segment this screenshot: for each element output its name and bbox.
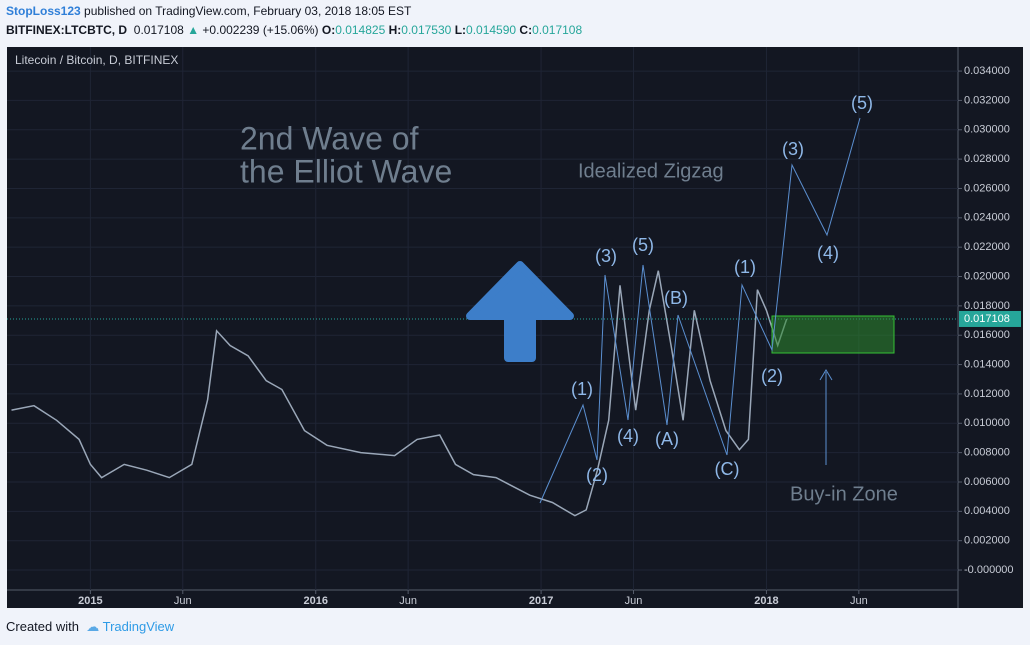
buy-zone [771,315,895,354]
y-tick-label: 0.018000 [964,300,1010,312]
x-tick-label: 2015 [78,595,102,607]
y-tick-label: 0.028000 [964,153,1010,165]
publish-line: StopLoss123 published on TradingView.com… [6,4,411,18]
wave-label: (1) [734,257,756,277]
open: 0.014825 [335,23,386,37]
y-tick-label: 0.034000 [964,65,1010,77]
symbol: BITFINEX:LTCBTC, D [6,23,128,37]
wave-path [539,117,861,504]
y-tick-label: 0.030000 [964,124,1010,136]
high: 0.017530 [401,23,452,37]
wave-label: (3) [595,246,617,266]
wave-label: (5) [851,93,873,113]
tv-logo: ☁ [86,619,100,634]
wave-label: (1) [571,379,593,399]
low-label: L: [454,23,467,37]
zone-arrow-head [819,369,833,381]
created: Created with [6,619,79,634]
zigzag-label: Idealized Zigzag [578,160,724,182]
y-tick-label: 0.014000 [964,358,1010,370]
wave-label: (B) [664,288,688,308]
up-arrow-icon [466,261,574,362]
x-tick-label: 2017 [529,595,553,607]
brand-link[interactable]: TradingView [102,619,175,634]
author-link[interactable]: StopLoss123 [6,4,81,18]
low: 0.014590 [466,23,517,37]
wave-label: (2) [761,366,783,386]
x-tick-label: Jun [174,595,192,607]
last: 0.017108 [133,23,184,37]
wave-label: (3) [782,139,804,159]
wave-label: (C) [715,459,740,479]
y-tick-label: 0.020000 [964,270,1010,282]
y-tick-label: 0.004000 [964,505,1010,517]
up-arrow: ▲ [187,23,200,37]
published: published on TradingView.com, February 0… [84,4,412,18]
wave-label: (4) [617,426,639,446]
x-tick-label: Jun [850,595,868,607]
wave-label: (A) [655,429,679,449]
header: StopLoss123 published on TradingView.com… [0,0,1030,42]
price-line [11,270,788,517]
y-tick-label: 0.026000 [964,182,1010,194]
y-tick-label: 0.012000 [964,388,1010,400]
headline: 2nd Wave of [240,120,419,156]
symbol-line: BITFINEX:LTCBTC, D 0.017108 ▲ +0.002239 … [6,23,582,37]
close-label: C: [519,23,533,37]
y-tick-label: 0.002000 [964,535,1010,547]
y-tick-label: 0.010000 [964,417,1010,429]
chart-title: Litecoin / Bitcoin, D, BITFINEX [15,53,178,67]
x-tick-label: 2016 [303,595,327,607]
y-tick-label: 0.008000 [964,447,1010,459]
change: +0.002239 (+15.06%) [202,23,319,37]
x-tick-label: Jun [399,595,417,607]
footer: Created with ☁ TradingView [6,619,174,635]
high-label: H: [388,23,402,37]
headline: the Elliot Wave [240,153,452,189]
x-tick-label: 2018 [754,595,778,607]
wave-label: (5) [632,235,654,255]
y-tick-label: 0.024000 [964,212,1010,224]
open-label: O: [321,23,336,37]
wave-label: (2) [586,465,608,485]
y-tick-label: 0.032000 [964,94,1010,106]
zone-label: Buy-in Zone [790,483,898,505]
y-tick-label: 0.022000 [964,241,1010,253]
close: 0.017108 [532,23,583,37]
y-tick-label: -0.000000 [964,564,1014,576]
y-tick-label: 0.016000 [964,329,1010,341]
current-price-label: 0.017108 [964,313,1010,325]
y-tick-label: 0.006000 [964,476,1010,488]
x-tick-label: Jun [625,595,643,607]
wave-label: (4) [817,243,839,263]
chart: -0.000000 0.002000 0.004000 0.006000 0.00800… [7,47,1023,608]
current-price-tag [959,310,1021,327]
